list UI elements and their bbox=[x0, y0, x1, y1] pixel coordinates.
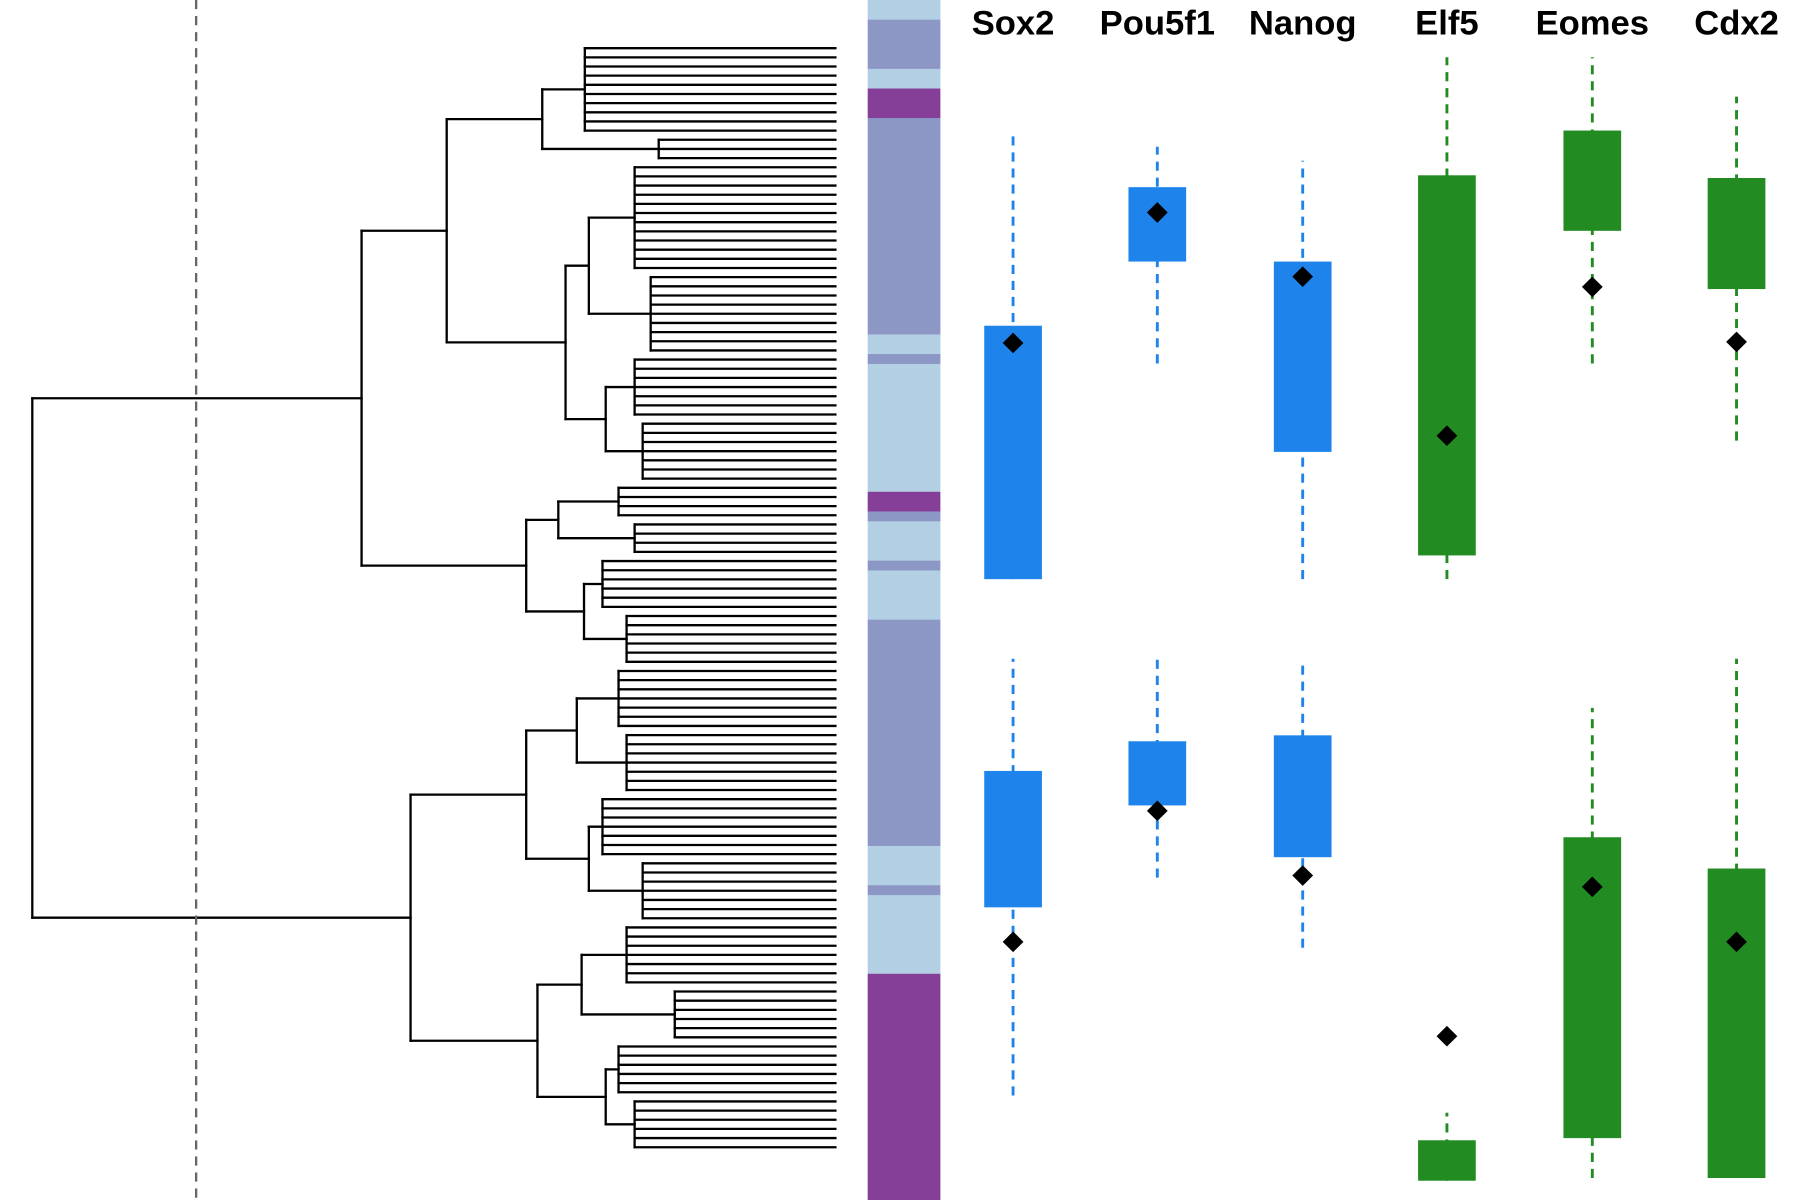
mean-marker bbox=[1002, 332, 1024, 354]
color-bar-segment bbox=[867, 491, 941, 513]
color-bar-segment bbox=[867, 354, 941, 365]
gene-label: Elf5 bbox=[1415, 5, 1478, 43]
box bbox=[1273, 735, 1332, 858]
color-bar bbox=[867, 0, 941, 1200]
mean-marker bbox=[1292, 865, 1314, 886]
gene-label: Eomes bbox=[1536, 5, 1649, 43]
box bbox=[1273, 261, 1332, 452]
color-bar-segment bbox=[867, 19, 941, 70]
color-bar-segment bbox=[867, 68, 941, 90]
color-bar-segment bbox=[867, 0, 941, 21]
color-bar-segment bbox=[867, 973, 941, 1200]
mean-marker bbox=[1726, 331, 1747, 353]
dendrogram bbox=[31, 0, 837, 1200]
mean-marker bbox=[1581, 876, 1603, 898]
color-bar-segment bbox=[867, 570, 941, 621]
box bbox=[1128, 741, 1187, 806]
mean-marker bbox=[1002, 931, 1024, 953]
color-bar-segment bbox=[867, 334, 941, 355]
mean-marker bbox=[1146, 800, 1168, 822]
mean-marker bbox=[1581, 276, 1603, 298]
color-bar-segment bbox=[867, 845, 941, 886]
color-bar-segment bbox=[867, 895, 941, 975]
box bbox=[1707, 177, 1766, 290]
box bbox=[1707, 868, 1766, 1179]
gene-label: Pou5f1 bbox=[1100, 5, 1215, 43]
color-bar-segment bbox=[867, 511, 941, 522]
box bbox=[1418, 175, 1476, 556]
color-bar-segment bbox=[867, 521, 941, 562]
color-bar-segment bbox=[867, 885, 941, 896]
color-bar-segment bbox=[867, 88, 941, 119]
color-bar-segment bbox=[867, 363, 941, 493]
gene-label: Nanog bbox=[1249, 5, 1357, 43]
box bbox=[984, 325, 1042, 580]
box bbox=[984, 770, 1042, 908]
gene-label: Sox2 bbox=[972, 5, 1055, 43]
mean-marker bbox=[1436, 1025, 1458, 1047]
box bbox=[1128, 187, 1187, 262]
gene-label: Cdx2 bbox=[1694, 5, 1779, 43]
box bbox=[1418, 1140, 1476, 1181]
color-bar-segment bbox=[867, 619, 941, 847]
box bbox=[1563, 130, 1622, 231]
color-bar-segment bbox=[867, 118, 941, 335]
color-bar-segment bbox=[867, 560, 941, 572]
mean-marker bbox=[1726, 931, 1747, 953]
mean-marker bbox=[1146, 202, 1168, 223]
boxplots: Sox2 Pou5f1 Nanog Elf5 Eomes Cdx2 bbox=[972, 5, 1779, 1181]
